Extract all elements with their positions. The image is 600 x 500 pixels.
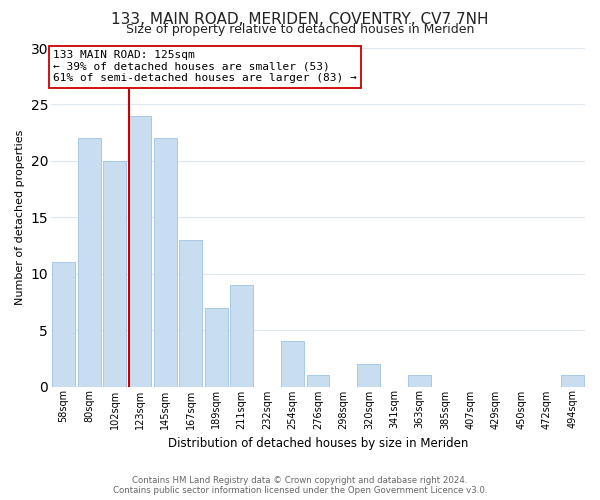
Bar	[154, 138, 177, 386]
Bar	[281, 342, 304, 386]
Y-axis label: Number of detached properties: Number of detached properties	[15, 130, 25, 305]
Bar	[52, 262, 75, 386]
Text: 133 MAIN ROAD: 125sqm
← 39% of detached houses are smaller (53)
61% of semi-deta: 133 MAIN ROAD: 125sqm ← 39% of detached …	[53, 50, 357, 84]
Bar	[103, 161, 126, 386]
Bar	[307, 375, 329, 386]
X-axis label: Distribution of detached houses by size in Meriden: Distribution of detached houses by size …	[168, 437, 468, 450]
Bar	[358, 364, 380, 386]
Bar	[230, 285, 253, 386]
Bar	[77, 138, 101, 386]
Bar	[205, 308, 228, 386]
Text: Contains HM Land Registry data © Crown copyright and database right 2024.
Contai: Contains HM Land Registry data © Crown c…	[113, 476, 487, 495]
Text: 133, MAIN ROAD, MERIDEN, COVENTRY, CV7 7NH: 133, MAIN ROAD, MERIDEN, COVENTRY, CV7 7…	[111, 12, 489, 28]
Text: Size of property relative to detached houses in Meriden: Size of property relative to detached ho…	[126, 22, 474, 36]
Bar	[179, 240, 202, 386]
Bar	[561, 375, 584, 386]
Bar	[128, 116, 151, 386]
Bar	[408, 375, 431, 386]
